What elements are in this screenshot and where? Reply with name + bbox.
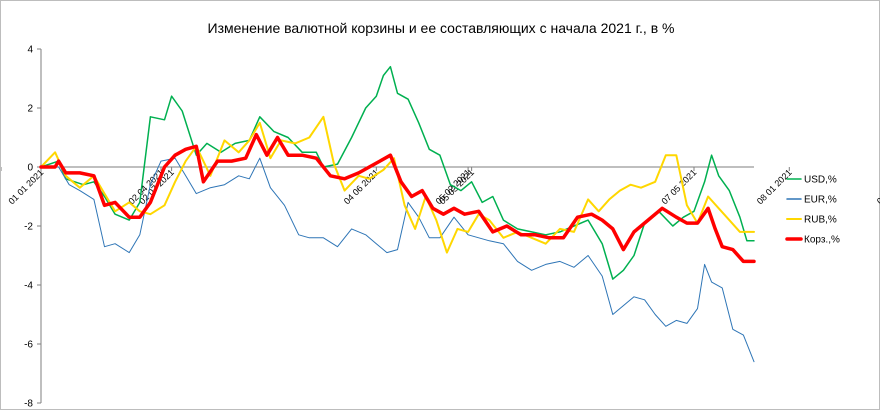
x-tick-label: 05 03 2021 bbox=[437, 167, 476, 206]
x-tick-label: 01 01 2021 bbox=[6, 167, 45, 206]
series-line-1 bbox=[40, 157, 755, 363]
chart-title: Изменение валютной корзины и ее составля… bbox=[208, 20, 675, 36]
legend-label-0: USD,% bbox=[804, 175, 837, 186]
legend: USD,% EUR,% RUB,% Корз.,% bbox=[785, 175, 840, 246]
legend-label-3: Корз.,% bbox=[804, 235, 840, 246]
x-tick-label: 09 04 2021 bbox=[875, 167, 880, 206]
x-tick-label: 07 05 2021 bbox=[659, 167, 698, 206]
x-tick-label: 08 01 2021 bbox=[755, 167, 794, 206]
y-tick-label: -2 bbox=[24, 222, 33, 233]
y-tick-label: -6 bbox=[24, 340, 33, 351]
series-layer bbox=[39, 65, 756, 363]
legend-label-2: RUB,% bbox=[804, 215, 837, 226]
series-line-2 bbox=[40, 115, 755, 254]
series-line-3 bbox=[39, 132, 756, 264]
y-tick-label: 0 bbox=[27, 163, 33, 174]
y-tick-label: -4 bbox=[24, 281, 33, 292]
y-tick-label: -8 bbox=[24, 399, 33, 410]
y-tick-label: 2 bbox=[27, 104, 33, 115]
legend-label-1: EUR,% bbox=[804, 195, 837, 206]
y-tick-label: 4 bbox=[27, 45, 33, 56]
